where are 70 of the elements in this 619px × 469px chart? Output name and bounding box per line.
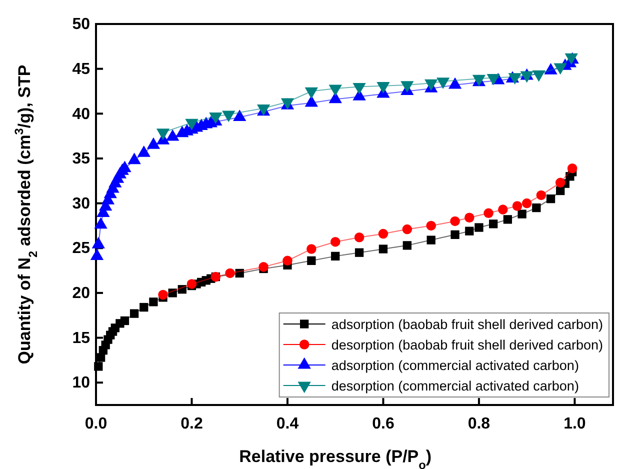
point bbox=[555, 178, 566, 188]
legend-label: adsorption (commercial activated carbon) bbox=[331, 358, 579, 373]
point bbox=[518, 210, 526, 218]
point bbox=[306, 244, 316, 254]
y-tick-label: 20 bbox=[72, 285, 90, 302]
point bbox=[282, 256, 292, 266]
x-tick-label: 0.4 bbox=[276, 415, 299, 432]
point bbox=[402, 224, 412, 234]
y-tick-label: 40 bbox=[72, 106, 90, 123]
point bbox=[567, 163, 578, 174]
point bbox=[158, 290, 168, 300]
y-tick-label: 35 bbox=[72, 150, 90, 168]
point bbox=[378, 244, 388, 254]
point bbox=[178, 285, 186, 294]
point bbox=[94, 217, 108, 229]
point bbox=[168, 288, 177, 298]
x-tick-label: 0.0 bbox=[84, 415, 108, 432]
point bbox=[225, 268, 235, 278]
point bbox=[330, 236, 340, 247]
legend-label: desorption (commercial activated carbon) bbox=[331, 378, 579, 394]
legend-label: adsorption (baobab fruit shell derived carbon) bbox=[331, 317, 603, 332]
x-tick-label: 0.8 bbox=[468, 415, 490, 432]
point bbox=[450, 216, 460, 226]
point bbox=[484, 208, 494, 218]
point bbox=[426, 220, 436, 231]
point bbox=[448, 77, 462, 89]
x-axis-title: Relative pressure (P/P$_{o}$) bbox=[239, 447, 432, 469]
point bbox=[307, 256, 316, 265]
point bbox=[536, 190, 546, 200]
point bbox=[128, 152, 141, 164]
x-tick-label: 0.2 bbox=[180, 415, 203, 432]
point bbox=[354, 232, 364, 242]
point bbox=[120, 316, 130, 326]
x-tick-label: 0.6 bbox=[372, 415, 394, 432]
point bbox=[140, 302, 148, 312]
point bbox=[94, 362, 103, 371]
point bbox=[149, 298, 158, 306]
point bbox=[233, 110, 246, 122]
point bbox=[544, 63, 558, 74]
point bbox=[331, 252, 340, 261]
point bbox=[146, 137, 160, 149]
y-tick-label: 45 bbox=[72, 60, 90, 78]
y-tick-label: 10 bbox=[72, 374, 90, 392]
point bbox=[304, 95, 318, 107]
point bbox=[235, 268, 244, 278]
y-tick-label: 30 bbox=[72, 195, 90, 212]
point bbox=[426, 236, 436, 244]
point bbox=[166, 129, 180, 141]
point bbox=[498, 204, 508, 214]
point bbox=[378, 228, 388, 239]
point bbox=[328, 92, 342, 104]
y-tick-label: 15 bbox=[72, 330, 90, 347]
legend-label: desorption (baobab fruit shell derived carbon) bbox=[331, 338, 603, 352]
point bbox=[130, 309, 139, 318]
point bbox=[402, 241, 412, 250]
point bbox=[450, 230, 460, 239]
point bbox=[464, 212, 474, 223]
point bbox=[532, 203, 541, 212]
point bbox=[354, 248, 364, 257]
point bbox=[465, 226, 474, 236]
point bbox=[522, 198, 532, 208]
point bbox=[137, 145, 150, 157]
y-tick-label: 50 bbox=[72, 16, 90, 34]
y-tick-label: 25 bbox=[72, 240, 90, 258]
point bbox=[512, 201, 522, 211]
point bbox=[488, 220, 498, 228]
point bbox=[503, 215, 512, 224]
x-tick-label: 1.0 bbox=[564, 415, 586, 432]
point bbox=[546, 194, 556, 204]
point bbox=[474, 223, 484, 232]
